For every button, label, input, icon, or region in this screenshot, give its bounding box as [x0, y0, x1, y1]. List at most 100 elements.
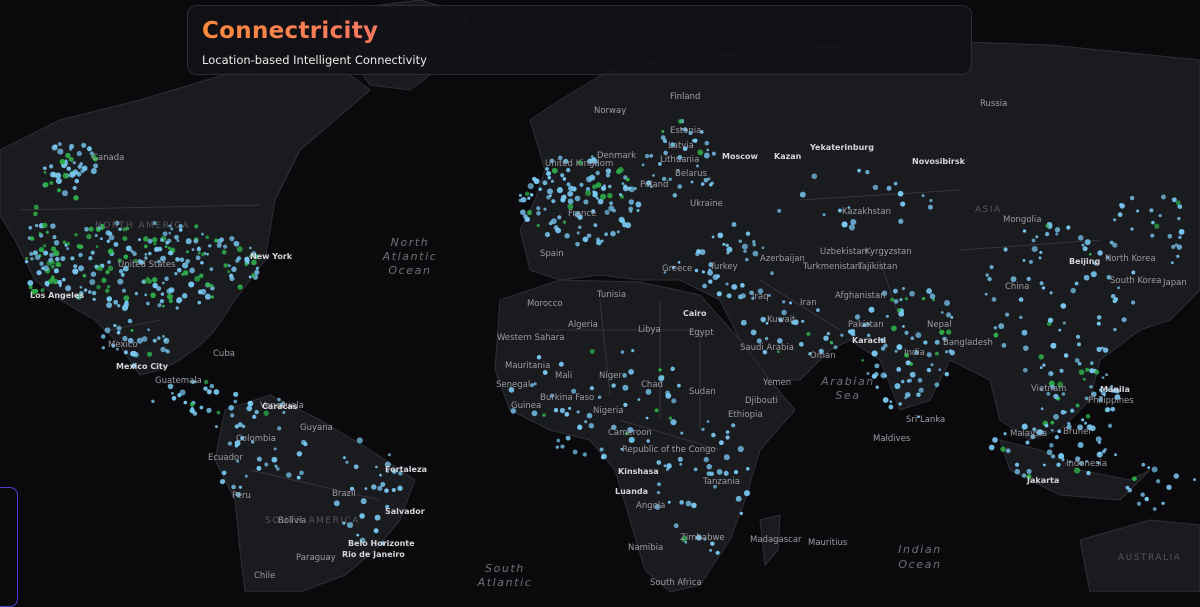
connectivity-point-blue: [717, 232, 724, 239]
connectivity-point-blue: [620, 350, 625, 354]
connectivity-point-blue: [238, 485, 242, 489]
side-panel-toggle[interactable]: [0, 487, 18, 607]
connectivity-point-blue: [707, 177, 711, 181]
connectivity-point-blue: [1066, 424, 1072, 430]
connectivity-point-blue: [715, 550, 720, 555]
connectivity-point-green: [536, 223, 540, 228]
connectivity-point-blue: [665, 467, 670, 471]
australia-landmass: [1079, 519, 1200, 592]
connectivity-point-blue: [1152, 507, 1157, 511]
connectivity-point-blue: [58, 282, 63, 286]
connectivity-point-blue: [230, 413, 235, 418]
connectivity-point-green: [681, 535, 688, 542]
connectivity-point-blue: [871, 373, 877, 379]
connectivity-point-blue: [850, 218, 857, 226]
connectivity-point-blue: [1050, 428, 1054, 432]
connectivity-point-green: [1048, 380, 1055, 387]
connectivity-point-blue: [866, 322, 870, 327]
connectivity-point-blue: [1084, 239, 1091, 246]
country-label-madagascar: Madagascar: [750, 535, 802, 545]
connectivity-point-blue: [725, 243, 729, 248]
connectivity-point-blue: [518, 193, 522, 197]
connectivity-point-blue: [244, 474, 248, 478]
connectivity-point-blue: [1074, 281, 1079, 286]
connectivity-point-blue: [1010, 276, 1017, 283]
connectivity-point-blue: [237, 422, 243, 428]
connectivity-point-green: [607, 192, 613, 199]
connectivity-point-blue: [703, 538, 707, 541]
connectivity-point-green: [567, 203, 574, 210]
connectivity-point-blue: [549, 158, 555, 164]
connectivity-point-blue: [233, 391, 239, 397]
connectivity-point-blue: [373, 528, 379, 534]
connectivity-point-blue: [234, 424, 239, 429]
country-label-canada: Canada: [92, 153, 124, 163]
connectivity-point-green: [209, 283, 214, 288]
connectivity-point-blue: [72, 268, 79, 275]
connectivity-point-blue: [627, 427, 634, 434]
connectivity-point-blue: [592, 192, 598, 198]
connectivity-point-blue: [1114, 453, 1117, 457]
country-label-cuba: Cuba: [213, 349, 235, 359]
connectivity-point-blue: [156, 336, 161, 340]
connectivity-point-blue: [897, 190, 904, 197]
connectivity-point-blue: [69, 143, 75, 149]
connectivity-point-blue: [583, 199, 589, 205]
connectivity-point-blue: [788, 301, 793, 305]
connectivity-point-blue: [670, 366, 675, 372]
connectivity-point-blue: [671, 398, 677, 404]
connectivity-point-blue: [1014, 462, 1020, 467]
connectivity-point-blue: [1151, 466, 1158, 473]
connectivity-point-blue: [1167, 233, 1173, 239]
connectivity-point-blue: [1005, 448, 1011, 454]
connectivity-point-blue: [909, 290, 915, 297]
connectivity-point-blue: [90, 250, 95, 255]
connectivity-point-blue: [571, 388, 577, 394]
connectivity-point-green: [263, 410, 269, 416]
connectivity-point-blue: [752, 250, 759, 257]
connectivity-point-blue: [988, 444, 995, 451]
connectivity-point-blue: [66, 247, 70, 251]
connectivity-point-green: [38, 231, 42, 235]
connectivity-point-blue: [1107, 423, 1113, 428]
connectivity-point-blue: [646, 180, 652, 186]
connectivity-point-blue: [579, 182, 584, 187]
connectivity-point-blue: [596, 239, 602, 246]
connectivity-point-blue: [677, 261, 681, 264]
connectivity-point-blue: [164, 276, 169, 282]
connectivity-point-blue: [1086, 470, 1091, 476]
connectivity-point-blue: [677, 155, 683, 160]
connectivity-point-blue: [520, 209, 526, 216]
connectivity-point-blue: [1063, 353, 1069, 358]
connectivity-point-green: [1154, 223, 1160, 229]
connectivity-point-blue: [77, 265, 85, 272]
connectivity-point-blue: [178, 224, 183, 229]
connectivity-point-green: [589, 349, 595, 354]
connectivity-point-blue: [533, 382, 537, 386]
connectivity-point-green: [59, 158, 66, 165]
connectivity-point-blue: [1101, 449, 1106, 454]
connectivity-point-blue: [646, 439, 650, 443]
country-label-senegal: Senegal: [496, 380, 530, 390]
connectivity-point-green: [56, 188, 62, 193]
connectivity-point-blue: [191, 248, 195, 251]
connectivity-point-blue: [917, 415, 920, 419]
connectivity-point-blue: [892, 288, 898, 294]
connectivity-point-blue: [66, 166, 72, 171]
connectivity-point-blue: [391, 487, 396, 493]
connectivity-point-blue: [34, 254, 41, 261]
connectivity-point-blue: [595, 196, 599, 200]
connectivity-point-blue: [740, 283, 745, 288]
connectivity-point-blue: [833, 345, 838, 350]
connectivity-point-blue: [175, 257, 180, 262]
connectivity-point-blue: [854, 314, 861, 320]
connectivity-point-blue: [677, 456, 683, 462]
connectivity-point-blue: [276, 467, 280, 471]
connectivity-point-blue: [244, 257, 250, 264]
connectivity-point-blue: [1150, 233, 1155, 238]
ocean-label-arabian-2: Sea: [835, 389, 860, 402]
world-map[interactable]: North Atlantic Ocean Arabian Sea Indian …: [0, 0, 1200, 592]
connectivity-point-blue: [342, 521, 346, 525]
connectivity-point-blue: [706, 471, 712, 476]
country-label-maldives: Maldives: [873, 434, 911, 444]
